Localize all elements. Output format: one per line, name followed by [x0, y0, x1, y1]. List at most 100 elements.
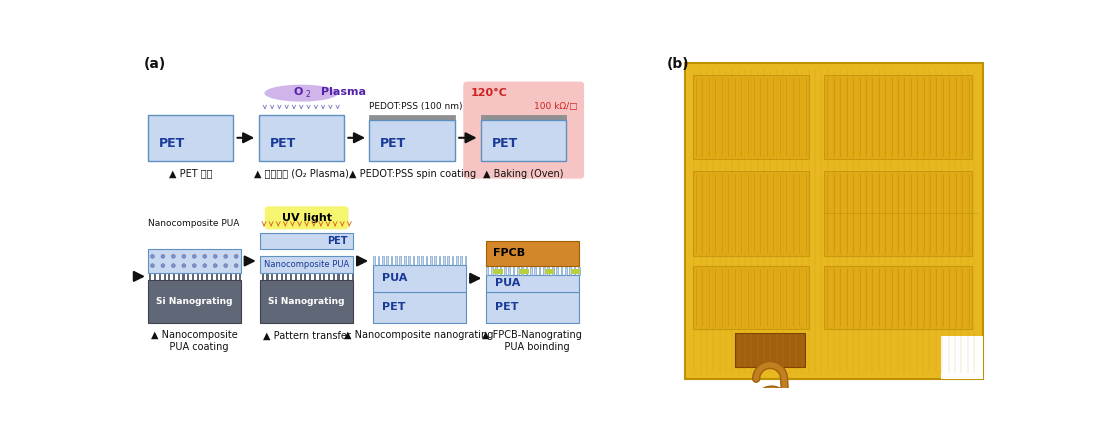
Circle shape	[151, 255, 154, 258]
Text: Si Nanograting: Si Nanograting	[156, 297, 233, 306]
FancyBboxPatch shape	[260, 232, 353, 249]
FancyBboxPatch shape	[260, 280, 353, 323]
Circle shape	[213, 255, 217, 258]
FancyBboxPatch shape	[206, 272, 208, 280]
FancyBboxPatch shape	[538, 267, 541, 275]
FancyBboxPatch shape	[486, 267, 489, 275]
Text: ▲ Baking (Oven): ▲ Baking (Oven)	[483, 169, 564, 179]
FancyBboxPatch shape	[154, 272, 156, 280]
FancyBboxPatch shape	[941, 337, 983, 379]
Text: 2: 2	[306, 90, 310, 99]
FancyBboxPatch shape	[485, 292, 578, 323]
Text: Nanocomposite PUA: Nanocomposite PUA	[264, 259, 349, 269]
Circle shape	[224, 264, 227, 268]
Text: PET: PET	[492, 137, 519, 150]
FancyBboxPatch shape	[485, 275, 578, 292]
FancyBboxPatch shape	[481, 115, 566, 120]
Text: PET: PET	[327, 236, 348, 246]
FancyBboxPatch shape	[168, 272, 171, 280]
FancyBboxPatch shape	[495, 267, 496, 275]
FancyBboxPatch shape	[211, 272, 213, 280]
Text: ▲ PEDOT:PSS spin coating: ▲ PEDOT:PSS spin coating	[349, 169, 475, 179]
FancyBboxPatch shape	[481, 120, 566, 161]
FancyBboxPatch shape	[530, 267, 532, 275]
Text: PET: PET	[158, 137, 185, 150]
Circle shape	[161, 264, 165, 268]
FancyBboxPatch shape	[485, 241, 578, 266]
FancyBboxPatch shape	[430, 255, 432, 265]
FancyBboxPatch shape	[571, 269, 581, 274]
FancyBboxPatch shape	[173, 272, 175, 280]
FancyBboxPatch shape	[225, 272, 227, 280]
Text: ▲ 표면처리 (O₂ Plasma): ▲ 표면처리 (O₂ Plasma)	[254, 169, 349, 179]
Circle shape	[172, 255, 175, 258]
Text: UV light: UV light	[281, 213, 331, 223]
FancyBboxPatch shape	[408, 255, 410, 265]
Circle shape	[224, 255, 227, 258]
Text: (b): (b)	[667, 57, 689, 71]
FancyBboxPatch shape	[220, 272, 223, 280]
FancyBboxPatch shape	[417, 255, 419, 265]
FancyBboxPatch shape	[521, 267, 523, 275]
FancyBboxPatch shape	[276, 272, 278, 280]
FancyBboxPatch shape	[290, 272, 293, 280]
FancyBboxPatch shape	[258, 115, 343, 161]
Text: ▲ PET 기판: ▲ PET 기판	[168, 169, 212, 179]
FancyBboxPatch shape	[147, 249, 240, 272]
FancyBboxPatch shape	[561, 267, 562, 275]
FancyBboxPatch shape	[147, 115, 233, 161]
FancyBboxPatch shape	[736, 333, 806, 367]
Text: ▲ Pattern transfer: ▲ Pattern transfer	[263, 330, 350, 340]
Text: ▲ Nanocomposite nanograting: ▲ Nanocomposite nanograting	[345, 330, 494, 340]
FancyBboxPatch shape	[332, 272, 335, 280]
Text: PEDOT:PSS (100 nm): PEDOT:PSS (100 nm)	[369, 102, 463, 111]
FancyBboxPatch shape	[309, 272, 311, 280]
Circle shape	[234, 264, 238, 268]
Text: 100 kΩ/□: 100 kΩ/□	[534, 102, 578, 111]
FancyBboxPatch shape	[500, 267, 501, 275]
FancyBboxPatch shape	[260, 255, 353, 272]
Circle shape	[151, 264, 154, 268]
FancyBboxPatch shape	[565, 267, 566, 275]
Text: Nanocomposite PUA: Nanocomposite PUA	[147, 219, 239, 228]
FancyBboxPatch shape	[295, 272, 297, 280]
FancyBboxPatch shape	[552, 267, 554, 275]
FancyBboxPatch shape	[372, 292, 465, 323]
FancyBboxPatch shape	[570, 267, 571, 275]
FancyBboxPatch shape	[692, 266, 809, 329]
Text: Si Nanograting: Si Nanograting	[268, 297, 345, 306]
Circle shape	[182, 255, 186, 258]
FancyBboxPatch shape	[164, 272, 165, 280]
FancyBboxPatch shape	[347, 272, 349, 280]
Text: PUA: PUA	[495, 278, 521, 288]
Text: PUA: PUA	[382, 273, 408, 283]
FancyBboxPatch shape	[372, 265, 465, 292]
FancyBboxPatch shape	[202, 272, 204, 280]
Text: O: O	[294, 87, 302, 97]
FancyBboxPatch shape	[235, 272, 237, 280]
Text: (a): (a)	[144, 57, 166, 71]
Circle shape	[172, 264, 175, 268]
FancyBboxPatch shape	[396, 255, 397, 265]
FancyBboxPatch shape	[196, 272, 198, 280]
Text: PET: PET	[269, 137, 296, 150]
FancyBboxPatch shape	[271, 272, 274, 280]
FancyBboxPatch shape	[547, 267, 550, 275]
FancyBboxPatch shape	[525, 267, 527, 275]
FancyBboxPatch shape	[425, 255, 428, 265]
FancyBboxPatch shape	[692, 171, 809, 255]
FancyBboxPatch shape	[373, 255, 375, 265]
FancyBboxPatch shape	[452, 255, 453, 265]
FancyBboxPatch shape	[556, 267, 557, 275]
FancyBboxPatch shape	[265, 206, 349, 229]
FancyBboxPatch shape	[443, 255, 444, 265]
FancyBboxPatch shape	[158, 272, 161, 280]
FancyBboxPatch shape	[261, 272, 264, 280]
FancyBboxPatch shape	[509, 267, 510, 275]
FancyBboxPatch shape	[382, 255, 383, 265]
Circle shape	[193, 255, 196, 258]
Circle shape	[203, 264, 207, 268]
FancyBboxPatch shape	[378, 255, 379, 265]
FancyBboxPatch shape	[439, 255, 440, 265]
FancyBboxPatch shape	[286, 272, 287, 280]
